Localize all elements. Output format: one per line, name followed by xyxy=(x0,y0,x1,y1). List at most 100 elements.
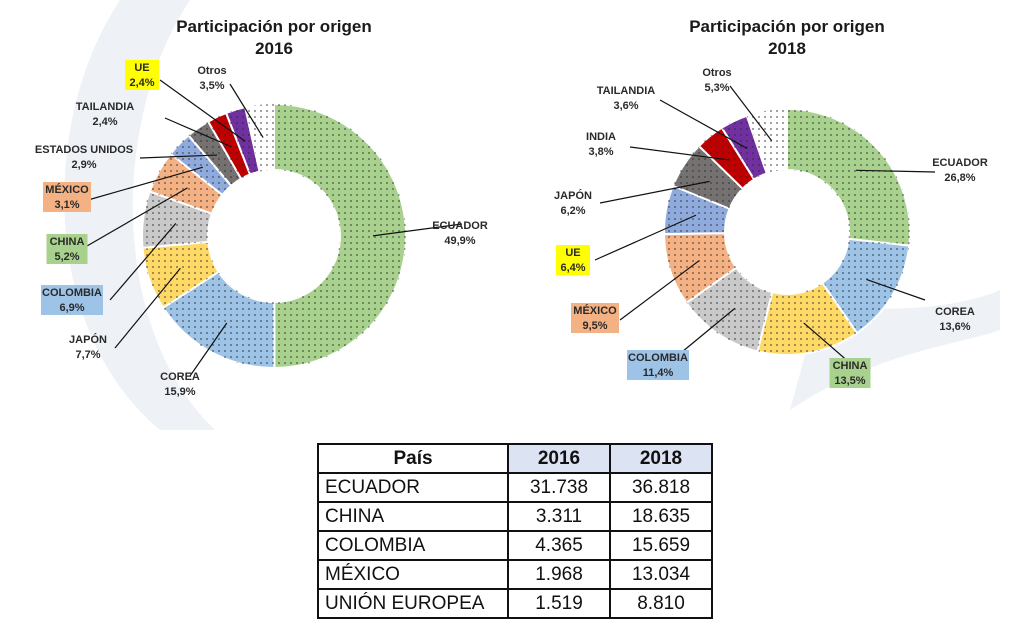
label-pct-mexico-2018: 9,5% xyxy=(582,320,607,332)
label-name-mexico-2018: MÉXICO xyxy=(573,304,617,317)
cell-2018: 13.034 xyxy=(609,559,713,590)
label-pct-otros-2016: 3,5% xyxy=(199,80,224,92)
leader-line-china-2016 xyxy=(86,187,188,247)
cell-2016: 4.365 xyxy=(507,530,611,561)
cell-2016: 1.968 xyxy=(507,559,611,590)
label-japon-2016: JAPÓN 7,7% xyxy=(69,333,107,361)
leader-line-ecuador-2018 xyxy=(855,169,936,173)
data-table: País 2016 2018 ECUADOR 31.738 36.818 CHI… xyxy=(317,443,713,619)
label-pct-japon-2018: 6,2% xyxy=(560,205,585,217)
label-otros-2018: Otros 5,3% xyxy=(702,67,731,94)
label-china-2016: CHINA 5,2% xyxy=(46,234,88,264)
label-colombia-2018: COLOMBIA 11,4% xyxy=(627,350,689,380)
label-highlight-china-2018 xyxy=(829,358,871,388)
leader-line-india-2018 xyxy=(629,146,730,161)
label-corea-2018: COREA 13,6% xyxy=(935,306,975,333)
label-name-mexico-2016: MÉXICO xyxy=(45,183,89,196)
table-row: CHINA 3.311 18.635 xyxy=(317,501,713,532)
leader-line-china-2018 xyxy=(803,322,851,364)
label-name-ecuador-2018: ECUADOR xyxy=(932,157,988,169)
leader-line-japon-2016 xyxy=(114,267,181,349)
label-name-india-2018: INDIA xyxy=(586,131,616,143)
leader-line-ue-2016 xyxy=(159,79,246,142)
leader-line-tailandia-2018 xyxy=(659,99,748,150)
label-pct-otros-2018: 5,3% xyxy=(704,82,729,94)
slice-colombia-2016 xyxy=(141,190,214,249)
leader-lines-2016 xyxy=(86,79,463,377)
label-name-tailandia-2018: TAILANDIA xyxy=(597,85,656,97)
label-japon-2018: JAPÓN 6,2% xyxy=(554,189,592,217)
cell-country: COLOMBIA xyxy=(317,530,509,561)
donut-segments-2016 xyxy=(141,102,407,370)
label-name-japon-2018: JAPÓN xyxy=(554,189,592,202)
slice-ecuador-2016 xyxy=(273,102,407,370)
label-pct-tailandia-2016: 2,4% xyxy=(92,116,117,128)
cell-2016: 3.311 xyxy=(507,501,611,532)
donut-hole-2016 xyxy=(209,171,339,301)
label-china-2018: CHINA 13,5% xyxy=(829,358,871,388)
label-name-otros-2016: Otros xyxy=(197,65,226,77)
col-header-country: País xyxy=(317,443,509,474)
table-header-row: País 2016 2018 xyxy=(317,443,713,474)
donut-chart-2016: Participación por origen 2016 ECUADOR 49,… xyxy=(35,17,488,398)
leader-line-colombia-2016 xyxy=(109,223,177,301)
chart-title-2016-line1: Participación por origen xyxy=(176,17,372,36)
label-name-japon-2016: JAPÓN xyxy=(69,333,107,346)
table-row: MÉXICO 1.968 13.034 xyxy=(317,559,713,590)
label-estados-unidos-2016: ESTADOS UNIDOS 2,9% xyxy=(35,144,133,171)
leader-line-estados-unidos-2016 xyxy=(139,154,218,159)
leader-line-ue-2018 xyxy=(594,214,697,261)
label-pct-ecuador-2016: 49,9% xyxy=(444,235,475,247)
label-pct-china-2018: 13,5% xyxy=(834,375,865,387)
label-name-otros-2018: Otros xyxy=(702,67,731,79)
label-otros-2016: Otros 3,5% xyxy=(197,65,226,92)
label-highlight-mexico-2016 xyxy=(43,182,91,212)
chart-title-2018-line2: 2018 xyxy=(768,39,806,58)
slice-mexico-2018 xyxy=(663,232,738,305)
cell-2018: 36.818 xyxy=(609,472,713,503)
donut-chart-2018: Participación por origen 2018 ECUADOR 26,… xyxy=(554,17,988,388)
cell-2018: 15.659 xyxy=(609,530,713,561)
cell-2018: 8.810 xyxy=(609,588,713,619)
table-row: COLOMBIA 4.365 15.659 xyxy=(317,530,713,561)
import-table: País 2016 2018 ECUADOR 31.738 36.818 CHI… xyxy=(317,443,713,619)
label-name-colombia-2018: COLOMBIA xyxy=(628,352,688,364)
label-india-2018: INDIA 3,8% xyxy=(586,131,616,158)
label-name-ue-2016: UE xyxy=(134,62,149,74)
label-highlight-ue-2018 xyxy=(556,245,590,275)
label-highlight-colombia-2016 xyxy=(41,285,103,315)
cell-2016: 31.738 xyxy=(507,472,611,503)
donut-charts: Participación por origen 2016 ECUADOR 49,… xyxy=(35,17,988,398)
donut-segments-2018 xyxy=(663,107,911,356)
cell-country: ECUADOR xyxy=(317,472,509,503)
label-pct-tailandia-2018: 3,6% xyxy=(613,100,638,112)
label-tailandia-2016: TAILANDIA 2,4% xyxy=(76,101,135,128)
label-pct-colombia-2018: 11,4% xyxy=(643,367,674,379)
label-name-estados-unidos-2016: ESTADOS UNIDOS xyxy=(35,144,133,156)
leader-line-japon-2018 xyxy=(599,180,710,204)
label-ecuador-2018: ECUADOR 26,8% xyxy=(932,157,988,184)
label-ecuador-2016: ECUADOR 49,9% xyxy=(432,220,488,247)
leader-line-ecuador-2016 xyxy=(372,223,463,237)
label-colombia-2016: COLOMBIA 6,9% xyxy=(41,285,103,315)
leader-line-otros-2018 xyxy=(729,85,773,142)
label-pct-india-2018: 3,8% xyxy=(588,146,613,158)
chart-title-2018-line1: Participación por origen xyxy=(689,17,885,36)
label-highlight-ue-2016 xyxy=(125,60,159,90)
col-header-2016: 2016 xyxy=(507,443,611,474)
label-mexico-2016: MÉXICO 3,1% xyxy=(43,182,91,212)
slice-otros-2018 xyxy=(745,107,788,175)
label-highlight-china-2016 xyxy=(46,234,88,264)
label-pct-japon-2016: 7,7% xyxy=(75,349,100,361)
label-name-corea-2018: COREA xyxy=(935,306,975,318)
leader-line-tailandia-2016 xyxy=(164,117,232,148)
label-corea-2016: COREA 15,9% xyxy=(160,371,200,398)
label-pct-china-2016: 5,2% xyxy=(54,251,79,263)
label-mexico-2018: MÉXICO 9,5% xyxy=(571,303,619,333)
cell-2018: 18.635 xyxy=(609,501,713,532)
leader-line-corea-2016 xyxy=(189,322,228,377)
label-ue-2016: UE 2,4% xyxy=(125,60,159,90)
label-tailandia-2018: TAILANDIA 3,6% xyxy=(597,85,656,112)
leader-lines-2018 xyxy=(594,85,936,367)
cell-country: CHINA xyxy=(317,501,509,532)
